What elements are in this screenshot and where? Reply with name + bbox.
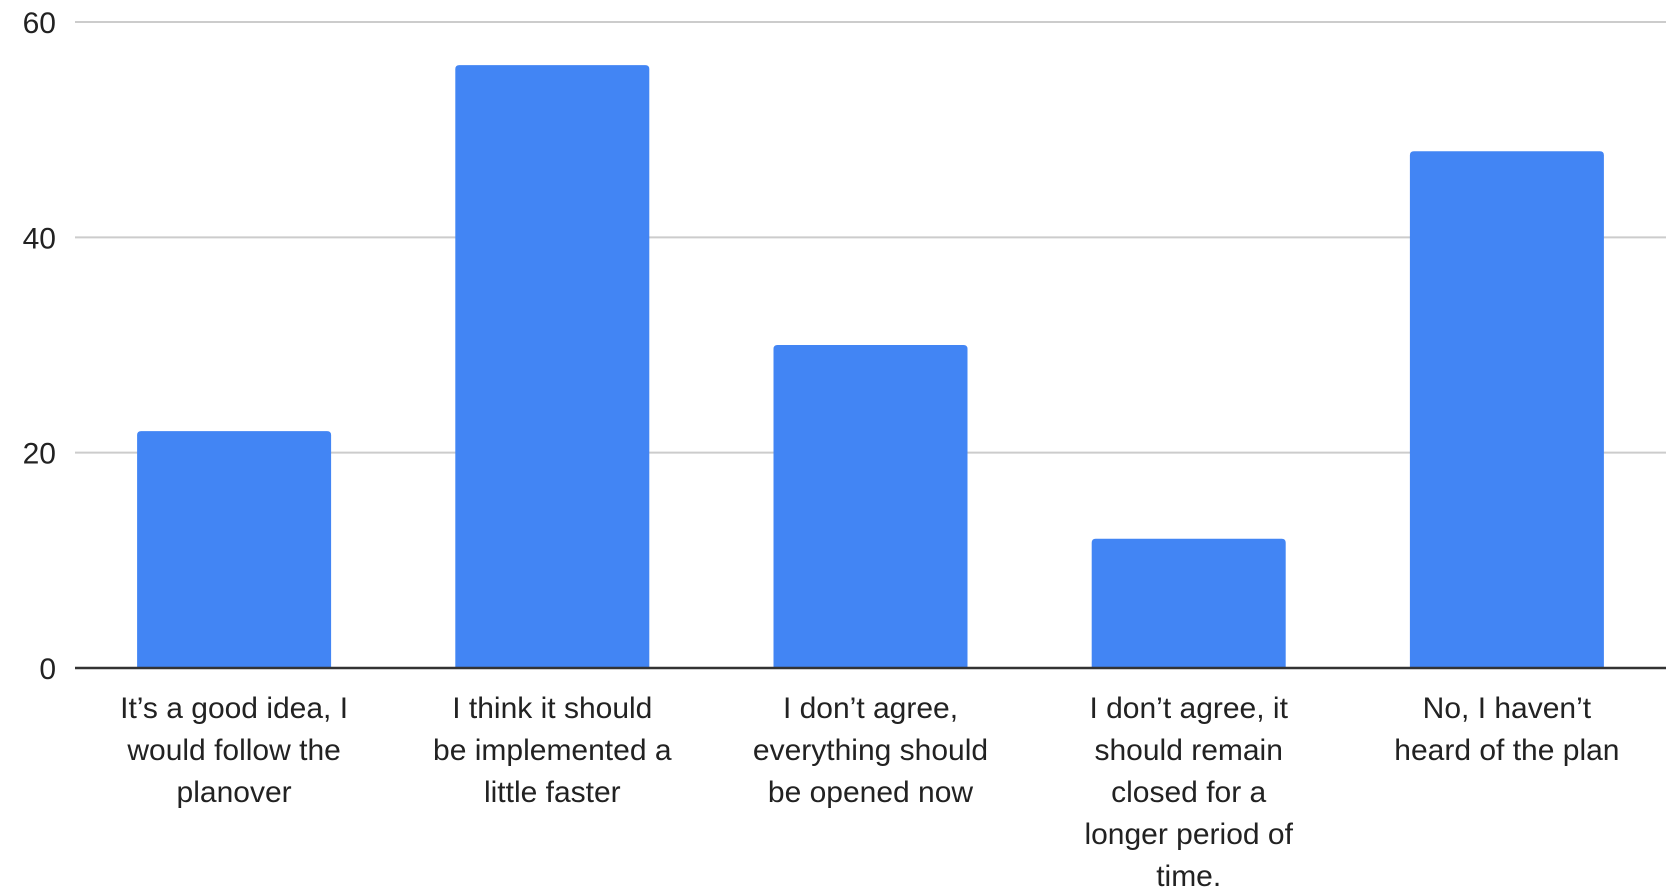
x-tick-label: heard of the plan <box>1394 734 1619 767</box>
bar <box>1409 151 1604 668</box>
x-tick-label: longer period of <box>1084 818 1293 851</box>
bars <box>137 65 1604 669</box>
bar <box>773 345 968 668</box>
x-tick-label: planover <box>177 776 292 809</box>
x-tick-label: I don’t agree, it <box>1089 692 1288 725</box>
category-labels: It’s a good idea, I would follow the plano… <box>120 692 1619 889</box>
y-tick-label: 0 <box>39 653 56 686</box>
x-tick-label: I don’t agree, <box>783 692 958 725</box>
bar <box>1091 538 1286 668</box>
y-tick-label: 20 <box>23 438 56 471</box>
bar <box>137 431 332 668</box>
x-tick-label: be implemented a <box>433 734 672 767</box>
x-tick-label: I think it should <box>452 692 652 725</box>
axes: 0 20 40 60 <box>23 7 1666 686</box>
x-tick-label: would follow the <box>126 734 340 767</box>
x-tick-label: It’s a good idea, I <box>120 692 348 725</box>
x-tick-label: time. <box>1156 860 1221 889</box>
x-tick-label: be opened now <box>768 776 974 809</box>
y-tick-label: 40 <box>23 222 56 255</box>
x-tick-label: little faster <box>484 776 621 809</box>
y-tick-label: 60 <box>23 7 56 40</box>
bar <box>455 65 650 669</box>
x-tick-label: should remain <box>1094 734 1282 767</box>
x-tick-label: everything should <box>753 734 988 767</box>
x-tick-label: No, I haven’t <box>1423 692 1592 725</box>
x-tick-label: closed for a <box>1111 776 1266 809</box>
